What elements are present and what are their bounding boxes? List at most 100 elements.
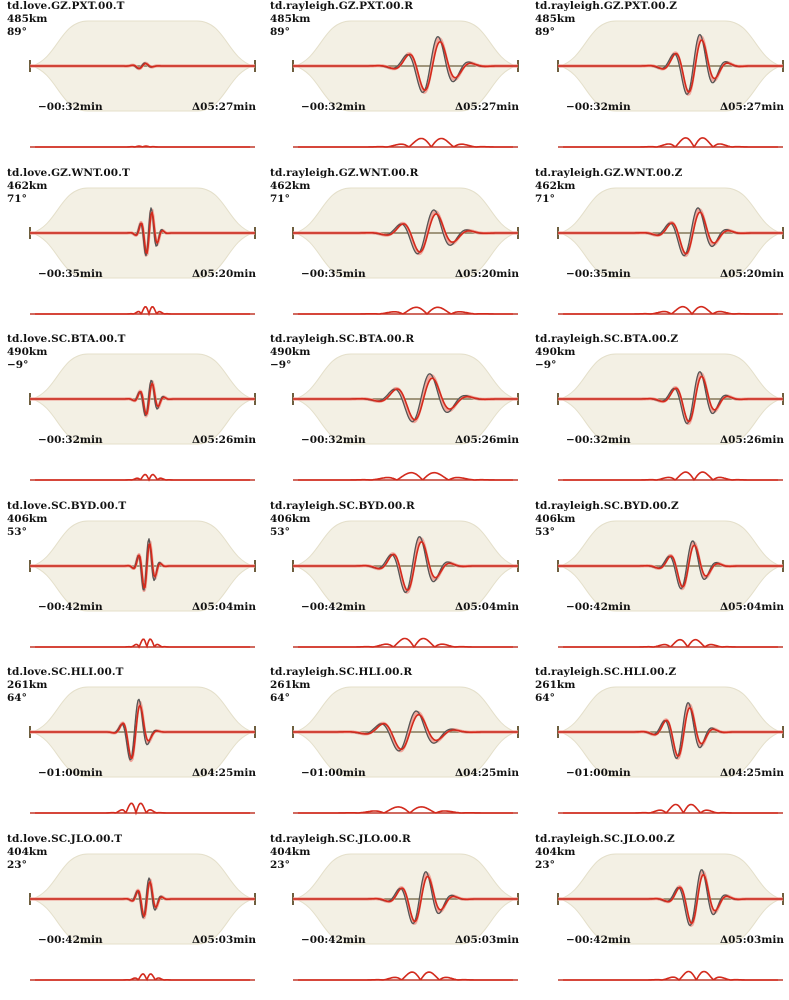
waveform-panel: td.rayleigh.SC.BTA.00.R 490km −9° −00:32min… (263, 333, 526, 499)
waveform-plot (29, 686, 256, 816)
azimuth-label: 89° (535, 26, 555, 38)
azimuth-label: 53° (7, 525, 27, 538)
waveform-plot (29, 187, 256, 316)
synthetic-trace (558, 375, 783, 423)
synthetic-trace (30, 704, 255, 759)
time-end-label: Δ05:20min (455, 267, 519, 280)
synthetic-trace (558, 873, 783, 924)
distance-label: 404km (535, 845, 576, 858)
waveform-plot (557, 686, 784, 814)
time-start-label: −00:42min (566, 600, 631, 613)
envelope-secondary-trace (563, 137, 778, 148)
waveform-plot (557, 353, 784, 482)
waveform-panel: td.rayleigh.GZ.WNT.00.Z 462km 71° −00:35min… (528, 167, 789, 333)
time-start-label: −01:00min (38, 767, 103, 779)
envelope-trace (35, 305, 250, 316)
panel-title: td.rayleigh.SC.JLO.00.Z (535, 832, 675, 845)
waveform-panel: td.rayleigh.SC.HLI.00.Z 261km 64° −01:00min… (528, 666, 789, 832)
envelope-trace (563, 305, 778, 315)
panel-title: td.love.GZ.WNT.00.T (7, 166, 130, 179)
distance-label: 261km (7, 679, 48, 691)
waveform-plot (557, 853, 784, 981)
synthetic-trace (293, 713, 518, 751)
distance-label: 406km (7, 512, 48, 525)
waveform-plot (292, 686, 519, 814)
distance-label: 404km (270, 845, 311, 858)
synthetic-trace (558, 544, 783, 587)
waveform-plot (29, 853, 256, 981)
envelope-trace (35, 802, 250, 816)
waveform-plot (292, 853, 519, 981)
distance-label: 490km (535, 346, 576, 358)
synthetic-trace (293, 212, 518, 253)
azimuth-label: −9° (270, 359, 292, 371)
panel-title: td.rayleigh.GZ.PXT.00.Z (535, 0, 678, 12)
azimuth-label: 64° (270, 692, 290, 704)
envelope-trace (298, 806, 513, 814)
envelope-trace (563, 137, 778, 149)
envelope-secondary-trace (563, 471, 778, 481)
panel-title: td.rayleigh.GZ.WNT.00.R (270, 166, 419, 179)
azimuth-label: −9° (535, 359, 557, 371)
synthetic-trace (30, 382, 255, 416)
time-start-label: −01:00min (566, 767, 631, 779)
synthetic-trace (293, 875, 518, 922)
panel-title: td.rayleigh.GZ.WNT.00.Z (535, 166, 683, 179)
waveform-panel: td.rayleigh.GZ.PXT.00.R 485km 89° −00:32min… (263, 0, 526, 166)
azimuth-label: 23° (535, 858, 555, 871)
waveform-panel: td.love.GZ.PXT.00.T 485km 89° −00:32min Δ05:… (0, 0, 263, 166)
waveform-plot (557, 520, 784, 648)
time-end-label: Δ05:27min (192, 101, 256, 113)
panel-title: td.rayleigh.SC.HLI.00.R (270, 666, 413, 678)
distance-label: 485km (7, 13, 48, 25)
azimuth-label: 71° (270, 192, 290, 205)
synthetic-trace (558, 39, 783, 93)
time-end-label: Δ05:27min (455, 101, 519, 113)
waveform-panel: td.love.SC.HLI.00.T 261km 64° −01:00min Δ04:… (0, 666, 263, 832)
time-start-label: −00:42min (38, 933, 103, 946)
time-end-label: Δ04:25min (455, 767, 519, 779)
time-start-label: −00:42min (38, 600, 103, 613)
time-end-label: Δ05:04min (192, 600, 256, 613)
azimuth-label: 71° (7, 192, 27, 205)
waveform-plot (29, 353, 256, 482)
envelope-secondary-trace (563, 970, 778, 981)
time-start-label: −00:35min (38, 267, 103, 280)
waveform-panel: td.love.SC.BYD.00.T 406km 53° −00:42min Δ05:… (0, 500, 263, 666)
panel-title: td.love.SC.HLI.00.T (7, 666, 124, 678)
distance-label: 462km (7, 179, 48, 192)
time-start-label: −01:00min (301, 767, 366, 779)
time-end-label: Δ04:25min (192, 767, 256, 779)
azimuth-label: 23° (270, 858, 290, 871)
panel-title: td.love.GZ.PXT.00.T (7, 0, 125, 12)
azimuth-label: 64° (535, 692, 555, 704)
envelope-trace (298, 306, 513, 315)
time-end-label: Δ05:20min (192, 267, 256, 280)
panel-title: td.rayleigh.SC.HLI.00.Z (535, 666, 677, 678)
synthetic-trace (30, 880, 255, 917)
time-start-label: −00:35min (566, 267, 631, 280)
time-end-label: Δ05:26min (720, 434, 784, 446)
distance-label: 406km (535, 512, 576, 525)
time-end-label: Δ04:25min (720, 767, 784, 779)
synthetic-trace (293, 540, 518, 591)
synthetic-trace (293, 40, 518, 92)
distance-label: 462km (270, 179, 311, 192)
waveform-panel: td.love.GZ.WNT.00.T 462km 71° −00:35min Δ05:… (0, 167, 263, 333)
waveform-panel: td.rayleigh.SC.JLO.00.Z 404km 23° −00:42min… (528, 833, 789, 999)
waveform-panel: td.rayleigh.SC.BTA.00.Z 490km −9° −00:32min… (528, 333, 789, 499)
waveform-plot (292, 20, 519, 148)
distance-label: 261km (535, 679, 576, 691)
time-start-label: −00:32min (301, 101, 366, 113)
time-start-label: −00:35min (301, 267, 366, 280)
time-end-label: Δ05:27min (720, 101, 784, 113)
panel-title: td.rayleigh.SC.BYD.00.R (270, 499, 415, 512)
envelope-trace (298, 471, 513, 481)
time-end-label: Δ05:04min (455, 600, 519, 613)
envelope-trace (298, 637, 513, 648)
synthetic-trace (30, 62, 255, 70)
waveform-plot (292, 353, 519, 481)
time-end-label: Δ05:26min (455, 434, 519, 446)
time-start-label: −00:32min (566, 434, 631, 446)
